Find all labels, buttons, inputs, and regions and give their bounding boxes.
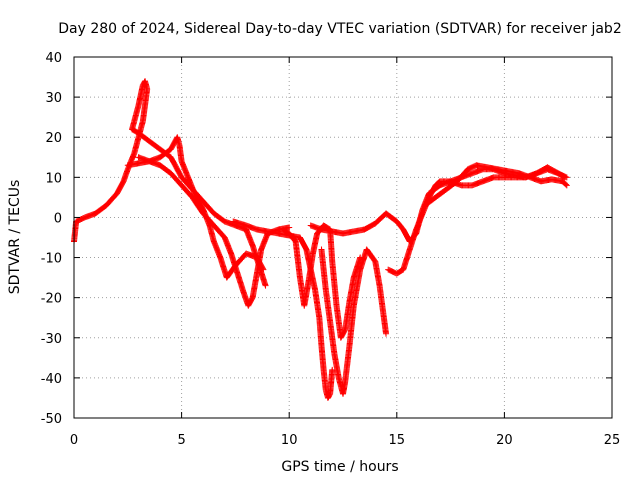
grid: [74, 57, 612, 418]
y-tick-label: -50: [41, 412, 62, 427]
data-point-marker: [383, 330, 390, 337]
data-points: [71, 78, 570, 401]
data-point-marker: [286, 224, 293, 231]
chart-title: Day 280 of 2024, Sidereal Day-to-day VTE…: [58, 21, 621, 37]
y-tick-label: -20: [41, 292, 62, 307]
x-tick-label: 10: [281, 433, 298, 448]
data-point-marker: [262, 282, 269, 289]
y-tick-label: 40: [45, 51, 62, 66]
y-tick-label: -40: [41, 372, 62, 387]
series-track-b: [124, 134, 267, 281]
y-tick-label: -10: [41, 252, 62, 267]
x-tick-label: 15: [389, 433, 406, 448]
series-track-i: [385, 166, 570, 277]
axis-ticks: 0 5 10 15 20 25 -50 -40 -30 -20 -10 0 10 20 30 40: [41, 51, 621, 448]
data-point-marker: [563, 174, 570, 181]
data-point-marker: [563, 182, 570, 189]
series-track-d: [135, 154, 293, 309]
x-tick-label: 20: [496, 433, 513, 448]
y-tick-label: 0: [54, 211, 62, 226]
x-tick-label: 5: [177, 433, 185, 448]
y-tick-label: -30: [41, 332, 62, 347]
plot-frame: [73, 56, 613, 419]
data-point-marker: [562, 181, 569, 188]
x-tick-label: 0: [70, 433, 78, 448]
series-track-e: [230, 218, 336, 401]
data-point-marker: [562, 173, 569, 180]
x-axis-label: GPS time / hours: [281, 459, 398, 475]
y-tick-label: 10: [45, 171, 62, 186]
y-tick-label: 30: [45, 91, 62, 106]
series-track-j: [421, 162, 570, 209]
y-tick-label: 20: [45, 131, 62, 146]
series-track-g: [318, 246, 390, 397]
series-track-f: [279, 222, 364, 341]
x-tick-label: 25: [604, 433, 621, 448]
data-point-marker: [329, 366, 336, 373]
y-axis-label: SDTVAR / TECUs: [7, 180, 23, 295]
